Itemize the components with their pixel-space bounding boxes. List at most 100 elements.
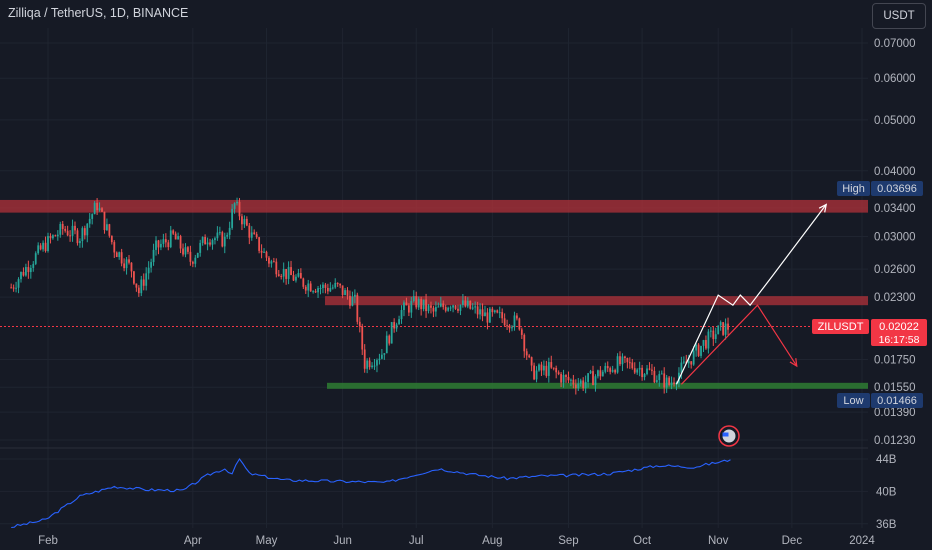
last-value: 0.02022 bbox=[879, 321, 919, 333]
price-tick-label: 0.02600 bbox=[874, 264, 916, 276]
resistance-zone[interactable] bbox=[325, 296, 868, 306]
time-axis[interactable]: Feb Apr May Jun Jul Aug Sep Oct Nov Dec 2024 bbox=[38, 535, 875, 547]
candle-body bbox=[491, 308, 494, 313]
candle-body bbox=[616, 356, 619, 373]
candle-body bbox=[135, 283, 138, 288]
candle-body bbox=[236, 201, 238, 204]
candle-body bbox=[582, 380, 585, 389]
bearish-projection-path[interactable] bbox=[680, 304, 798, 385]
candle-body bbox=[103, 211, 106, 231]
candle-body bbox=[309, 283, 312, 292]
candle-body bbox=[206, 242, 209, 245]
candle-body bbox=[457, 308, 459, 311]
indicator-line[interactable] bbox=[11, 458, 731, 529]
candle-body bbox=[614, 370, 617, 373]
candle-body bbox=[624, 356, 626, 359]
time-tick-label: Sep bbox=[558, 535, 578, 547]
candle-body bbox=[665, 377, 668, 388]
candle-body bbox=[317, 288, 319, 293]
bullish-projection-path[interactable] bbox=[675, 204, 827, 385]
bar-countdown: 16:17:58 bbox=[879, 334, 920, 346]
time-tick-label: Aug bbox=[482, 535, 502, 547]
candle-body bbox=[157, 240, 160, 248]
symbol-label: ZILUSDT bbox=[818, 321, 864, 333]
candle-body bbox=[574, 384, 577, 389]
time-tick-label: Feb bbox=[38, 535, 58, 547]
candle-body bbox=[587, 373, 589, 382]
candle-body bbox=[398, 319, 400, 325]
candle-body bbox=[489, 308, 491, 323]
candle-body bbox=[88, 218, 91, 224]
candle-body bbox=[324, 284, 327, 288]
candle-body bbox=[449, 307, 452, 309]
candle-body bbox=[415, 296, 418, 308]
candle-body bbox=[123, 263, 126, 269]
candle-body bbox=[447, 307, 450, 311]
resistance-zone[interactable] bbox=[0, 199, 868, 213]
support-zone[interactable] bbox=[327, 382, 868, 389]
price-axis[interactable]: 0.07000 0.06000 0.05000 0.04000 0.03400 0.030… bbox=[874, 38, 916, 531]
candle-body bbox=[177, 236, 180, 240]
symbol-box bbox=[812, 319, 869, 334]
candle-body bbox=[167, 242, 170, 248]
candle-body bbox=[562, 375, 565, 383]
candle-body bbox=[292, 275, 295, 281]
candle-body bbox=[253, 232, 256, 235]
candle-body bbox=[98, 208, 101, 211]
candle-body bbox=[66, 230, 69, 236]
candle-body bbox=[538, 364, 540, 371]
time-tick-label: Jun bbox=[333, 535, 352, 547]
candle-body bbox=[405, 302, 408, 306]
candle-body bbox=[155, 240, 157, 250]
candle-body bbox=[543, 365, 545, 371]
candle-body bbox=[611, 370, 614, 372]
candle-body bbox=[516, 315, 518, 319]
candle-body bbox=[280, 276, 283, 278]
candle-body bbox=[621, 356, 624, 365]
time-tick-label: Nov bbox=[708, 535, 729, 547]
candle-body bbox=[702, 340, 705, 346]
candle-body bbox=[245, 218, 248, 226]
price-tick-label: 0.03000 bbox=[874, 231, 916, 243]
candle-body bbox=[37, 245, 40, 254]
candle-body bbox=[496, 310, 499, 313]
candle-body bbox=[560, 374, 562, 383]
candle-body bbox=[363, 349, 366, 369]
time-tick-label: Oct bbox=[633, 535, 652, 547]
candle-body bbox=[714, 334, 717, 340]
candle-body bbox=[74, 225, 76, 231]
candle-body bbox=[361, 326, 364, 350]
candle-body bbox=[584, 381, 587, 389]
high-badge: High 0.03696 bbox=[837, 181, 923, 196]
candle-body bbox=[64, 229, 67, 231]
candle-body bbox=[226, 234, 229, 237]
candle-body bbox=[373, 365, 376, 367]
candle-body bbox=[137, 287, 140, 294]
high-label-box bbox=[837, 181, 870, 196]
candle-body bbox=[358, 321, 361, 327]
candle-body bbox=[682, 361, 685, 363]
chart-title: Zilliqa / TetherUS, 1D, BINANCE bbox=[8, 6, 189, 20]
candle-body bbox=[658, 374, 661, 381]
candle-body bbox=[555, 367, 558, 373]
candle-body bbox=[162, 239, 165, 244]
candle-body bbox=[641, 367, 644, 378]
candle-body bbox=[520, 329, 523, 335]
candle-body bbox=[680, 362, 683, 373]
candle-body bbox=[268, 257, 270, 264]
candle-body bbox=[727, 323, 729, 330]
candle-body bbox=[295, 276, 297, 281]
candle-body bbox=[71, 225, 74, 236]
currency-selector[interactable]: USDT bbox=[872, 3, 926, 29]
candle-body bbox=[643, 374, 646, 378]
candle-body bbox=[140, 279, 143, 294]
candle-body bbox=[152, 249, 155, 263]
candle-body bbox=[430, 305, 432, 308]
candle-body bbox=[248, 225, 251, 238]
indicator-pane bbox=[11, 458, 731, 529]
event-marker[interactable] bbox=[718, 425, 740, 447]
candle-body bbox=[344, 290, 346, 296]
candle-body bbox=[518, 318, 521, 330]
